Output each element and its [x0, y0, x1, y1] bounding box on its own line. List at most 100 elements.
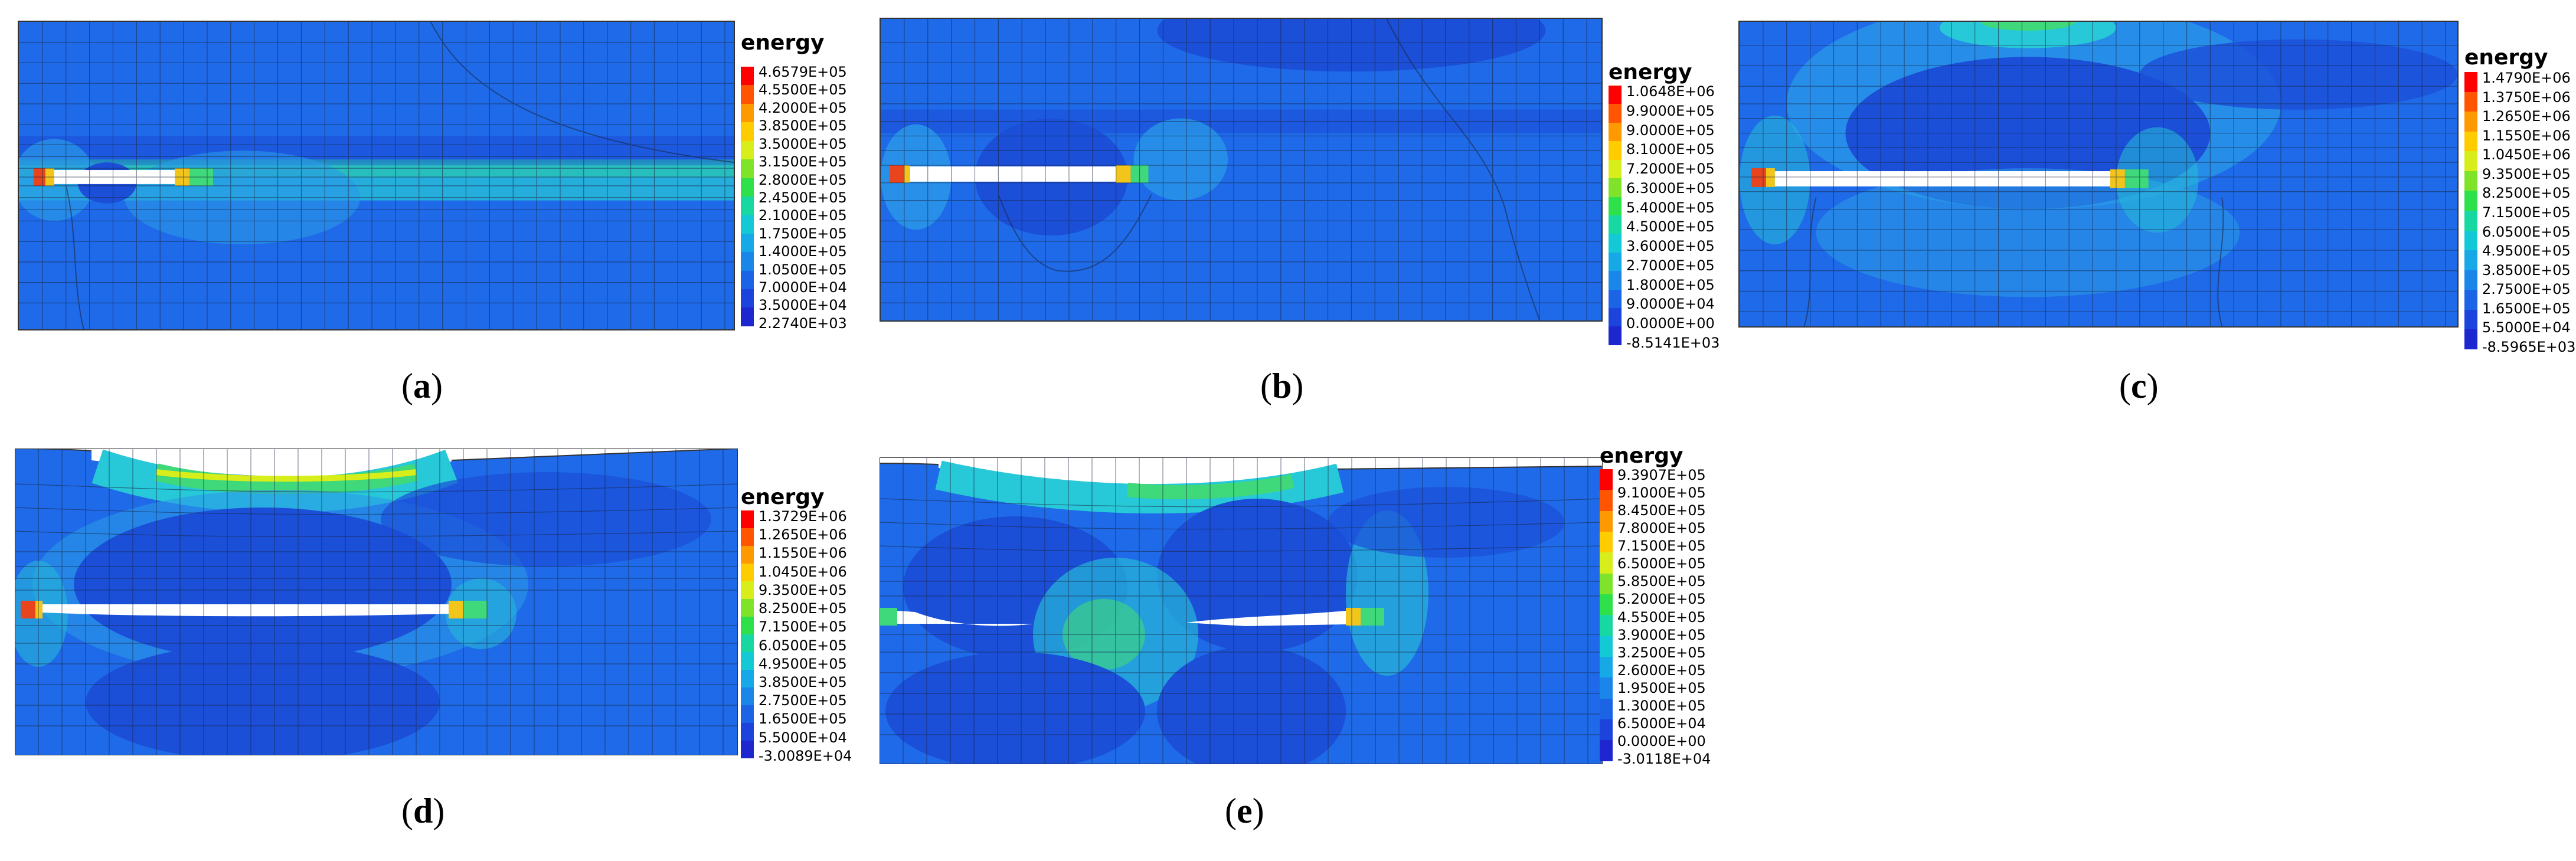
legend-value: 9.3907E+05	[1617, 467, 1706, 483]
colorbar-segment	[1609, 178, 1622, 197]
legend-value: 7.1500E+05	[2482, 204, 2571, 221]
colorbar-segment	[741, 581, 754, 599]
legend-value: 0.0000E+00	[1617, 732, 1706, 749]
legend-value: 3.9000E+05	[1617, 626, 1706, 643]
legend-value: 9.9000E+05	[1626, 102, 1715, 119]
legend-c: energy 1.4790E+06 1.3750E+06 1.2650E+06 …	[2464, 45, 2575, 378]
contour-field-d	[15, 448, 738, 755]
legend-value: 3.5000E+05	[759, 135, 847, 152]
legend-value: 2.7500E+05	[759, 692, 847, 709]
legend-value: 1.8000E+05	[1626, 276, 1715, 293]
legend-value: 8.2500E+05	[2482, 185, 2571, 202]
legend-value: 1.9500E+05	[1617, 679, 1706, 696]
colorbar-segment	[1609, 234, 1622, 253]
legend-value: 4.9500E+05	[759, 655, 847, 672]
legend-value: 7.1500E+05	[759, 618, 847, 636]
caption-d: (d)	[401, 791, 445, 830]
legend-value: 4.5500E+05	[1617, 608, 1706, 626]
legend-value: 6.5000E+04	[1617, 715, 1706, 732]
legend-value: 8.1000E+05	[1626, 141, 1715, 158]
colorbar-segment	[2464, 72, 2477, 92]
legend-value: -3.0089E+04	[759, 747, 852, 764]
colorbar-segment	[741, 233, 754, 253]
colorbar-segment	[1600, 469, 1613, 490]
legend-value: 0.0000E+00	[1626, 315, 1715, 332]
colorbar-segment	[1600, 740, 1613, 761]
legend-value: 4.5000E+05	[1626, 218, 1715, 235]
legend-value: 9.1000E+05	[1617, 484, 1706, 502]
legend-b: energy 1.0648E+06 9.9000E+05 9.0000E+05 …	[1609, 62, 1719, 381]
colorbar-segment	[1600, 657, 1613, 678]
colorbar-segment	[1609, 308, 1622, 327]
colorbar-segment	[1609, 122, 1622, 142]
legend-value: 9.3500E+05	[2482, 165, 2571, 182]
legend-value: 2.7000E+05	[1626, 257, 1715, 274]
legend-value: 1.6500E+05	[2482, 300, 2571, 317]
legend-value: 1.1550E+06	[2482, 127, 2571, 144]
legend-value: 3.8500E+05	[759, 117, 847, 135]
legend-colorbar-e	[1600, 469, 1613, 761]
legend-labels-a: 4.6579E+05 4.5500E+05 4.2000E+05 3.8500E…	[759, 65, 847, 330]
legend-value: 9.3500E+05	[759, 581, 847, 598]
legend-value: 1.7500E+05	[759, 225, 847, 242]
legend-value: 1.0500E+05	[759, 261, 847, 278]
caption-a: (a)	[401, 366, 443, 405]
legend-value: 5.2000E+05	[1617, 591, 1706, 608]
caption-c: (c)	[2119, 366, 2159, 405]
legend-value: 1.0648E+06	[1626, 83, 1715, 100]
contour-field-e	[880, 457, 1603, 764]
legend-value: -8.5965E+03	[2482, 338, 2576, 355]
colorbar-segment	[1609, 141, 1622, 160]
legend-value: 7.0000E+04	[759, 279, 847, 296]
colorbar-segment	[2464, 270, 2477, 290]
legend-value: 8.2500E+05	[759, 600, 847, 617]
colorbar-segment	[741, 617, 754, 634]
legend-colorbar-d	[741, 510, 754, 758]
legend-value: 9.0000E+05	[1626, 122, 1715, 139]
colorbar-segment	[1600, 594, 1613, 616]
legend-value: 2.2740E+03	[759, 315, 847, 332]
colorbar-segment	[1609, 252, 1622, 271]
legend-value: 4.6579E+05	[759, 64, 847, 80]
legend-value: 2.1000E+05	[759, 207, 847, 224]
colorbar-segment	[1609, 215, 1622, 234]
colorbar-segment	[741, 546, 754, 564]
legend-labels-c: 1.4790E+06 1.3750E+06 1.2650E+06 1.1550E…	[2482, 71, 2575, 354]
colorbar-segment	[741, 270, 754, 290]
legend-colorbar-c	[2464, 72, 2477, 349]
legend-value: 2.6000E+05	[1617, 662, 1706, 679]
colorbar-segment	[741, 510, 754, 528]
legend-title-c: energy	[2464, 45, 2548, 70]
colorbar-segment	[1600, 532, 1613, 553]
legend-value: 3.2500E+05	[1617, 644, 1706, 661]
legend-a: energy 4.6579E+05 4.5500E+05 4.2000E+05 …	[741, 32, 847, 333]
colorbar-segment	[741, 67, 754, 86]
colorbar-segment	[2464, 112, 2477, 132]
contour-field-b	[881, 19, 1601, 320]
legend-value: 2.4500E+05	[759, 189, 847, 206]
legend-colorbar-b	[1609, 86, 1622, 345]
legend-value: 3.6000E+05	[1626, 238, 1715, 255]
colorbar-segment	[2464, 329, 2477, 349]
colorbar-segment	[741, 307, 754, 326]
colorbar-segment	[1600, 615, 1613, 636]
caption-e: (e)	[1225, 791, 1264, 830]
colorbar-segment	[741, 705, 754, 723]
colorbar-segment	[741, 528, 754, 546]
legend-d: energy 1.3729E+06 1.2650E+06 1.1550E+06 …	[741, 485, 852, 770]
legend-title-e: energy	[1600, 444, 1683, 468]
legend-title-d: energy	[741, 485, 825, 509]
colorbar-segment	[1600, 698, 1613, 720]
legend-value: 1.3000E+05	[1617, 697, 1706, 714]
colorbar-segment	[2464, 290, 2477, 310]
legend-value: 5.5000E+04	[2482, 319, 2571, 336]
colorbar-segment	[1600, 719, 1613, 741]
colorbar-segment	[741, 215, 754, 234]
legend-value: 3.5000E+04	[759, 297, 847, 314]
legend-value: 1.1550E+06	[759, 545, 847, 562]
colorbar-segment	[1600, 552, 1613, 574]
colorbar-segment	[1600, 490, 1613, 511]
colorbar-segment	[741, 159, 754, 178]
caption-letter-c: c	[2130, 366, 2147, 405]
colorbar-segment	[741, 103, 754, 123]
